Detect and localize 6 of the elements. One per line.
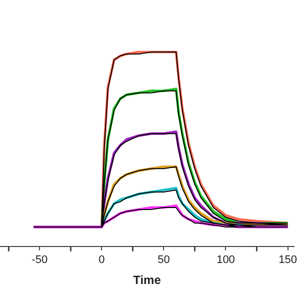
x-tick-label: 150 <box>278 254 297 266</box>
x-tick-label: 0 <box>98 254 105 266</box>
x-tick-label: -50 <box>32 254 48 266</box>
x-tick-label: 100 <box>216 254 235 266</box>
x-tick-label: 50 <box>158 254 170 266</box>
x-axis-title: Time <box>133 273 162 288</box>
